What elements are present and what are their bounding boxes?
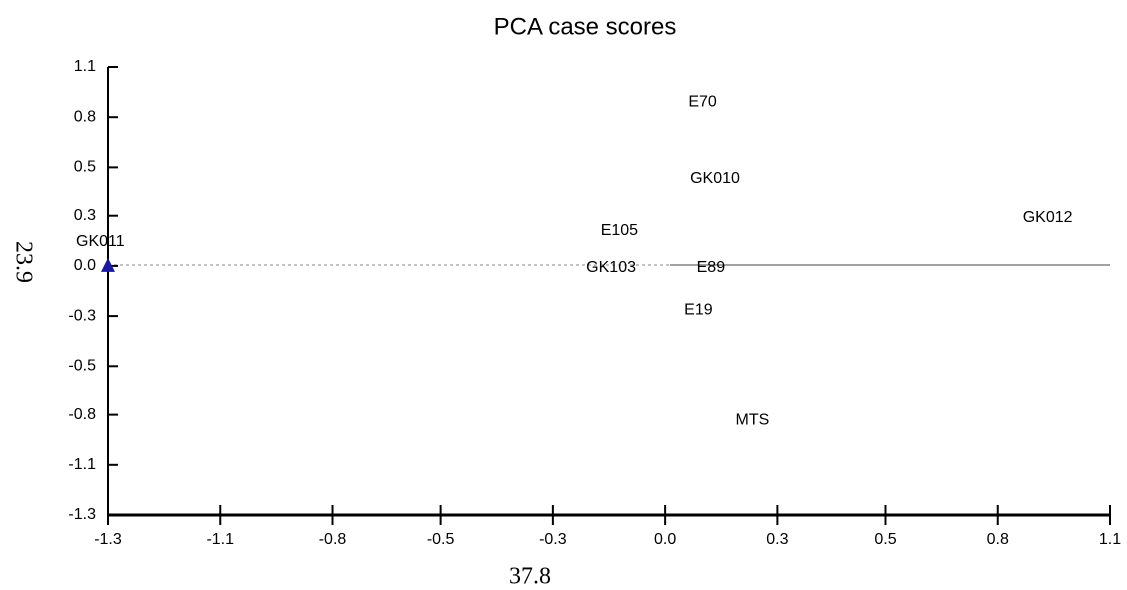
- y-tick-label: 0.0: [74, 257, 96, 274]
- y-axis-title: 23.9: [10, 241, 36, 283]
- x-tick-label: -0.8: [319, 531, 347, 548]
- x-tick-label: -0.3: [539, 531, 567, 548]
- x-axis-title: 37.8: [509, 564, 551, 590]
- x-tick-label: -1.3: [94, 531, 122, 548]
- x-tick-label: -1.1: [206, 531, 234, 548]
- x-tick-label: 0.0: [654, 531, 676, 548]
- x-tick-label: 1.1: [1099, 531, 1121, 548]
- point-label: GK011: [76, 233, 125, 250]
- y-tick-label: -0.3: [68, 307, 96, 324]
- x-tick-label: 0.5: [874, 531, 896, 548]
- y-tick-label: 0.5: [74, 159, 96, 176]
- point-marker: [101, 257, 115, 272]
- x-tick-label: -0.5: [427, 531, 455, 548]
- point-label: E70: [688, 94, 717, 111]
- y-tick-label: -0.8: [68, 406, 96, 423]
- point-label: E19: [684, 302, 713, 319]
- point-label: MTS: [736, 411, 770, 428]
- point-label: E89: [697, 259, 726, 276]
- point-label: GK010: [690, 170, 740, 187]
- y-tick-label: -1.3: [68, 506, 96, 523]
- y-tick-label: 0.8: [74, 108, 96, 125]
- y-tick-label: -1.1: [68, 456, 96, 473]
- x-tick-label: 0.3: [766, 531, 788, 548]
- point-label: E105: [601, 222, 638, 239]
- x-tick-label: 0.8: [987, 531, 1009, 548]
- point-label: GK012: [1023, 209, 1073, 226]
- chart-title: PCA case scores: [494, 13, 677, 40]
- y-tick-label: 1.1: [74, 58, 96, 75]
- y-tick-label: 0.3: [74, 207, 96, 224]
- point-label: GK103: [586, 259, 636, 276]
- y-tick-label: -0.5: [68, 358, 96, 375]
